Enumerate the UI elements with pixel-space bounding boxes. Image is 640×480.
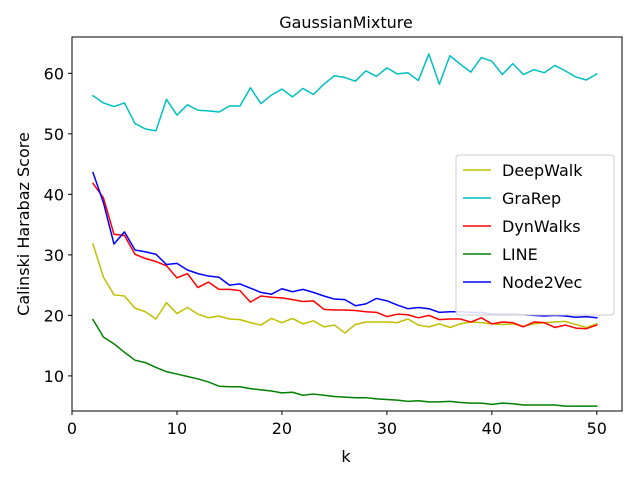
y-axis-ticks: 10 20 30 40 50 60 [44,64,72,386]
series-line-deepwalk [92,243,598,334]
x-tick-label: 0 [67,419,77,438]
x-tick-label: 10 [167,419,187,438]
y-tick-label: 40 [44,185,64,204]
plot-frame [71,36,623,412]
x-tick-label: 30 [377,419,397,438]
x-tick-label: 50 [587,419,607,438]
legend-label-node2vec: Node2Vec [502,273,582,292]
x-axis-label: k [341,447,351,466]
y-tick-label: 10 [44,367,64,386]
series-line-dynwalks [91,182,598,330]
y-tick-label: 60 [44,64,64,83]
legend-label-grarep: GraRep [502,189,561,208]
series-line-line [91,318,598,407]
legend-label-dynwalks: DynWalks [502,217,581,236]
chart-title: GaussianMixture [279,13,413,32]
x-axis-ticks: 0 10 20 30 40 50 [67,411,607,438]
legend-box [455,154,615,316]
legend: DeepWalk GraRep DynWalks LINE Node2Vec [455,154,615,316]
y-axis-label: Calinski Harabaz Score [14,132,33,316]
series-line-grarep [91,53,598,132]
x-tick-label: 20 [272,419,292,438]
x-tick-label: 40 [482,419,502,438]
series-layer [91,53,598,407]
legend-label-line: LINE [502,245,538,264]
y-tick-label: 50 [44,125,64,144]
y-tick-label: 20 [44,306,64,325]
legend-label-deepwalk: DeepWalk [502,161,583,180]
y-tick-label: 30 [44,246,64,265]
